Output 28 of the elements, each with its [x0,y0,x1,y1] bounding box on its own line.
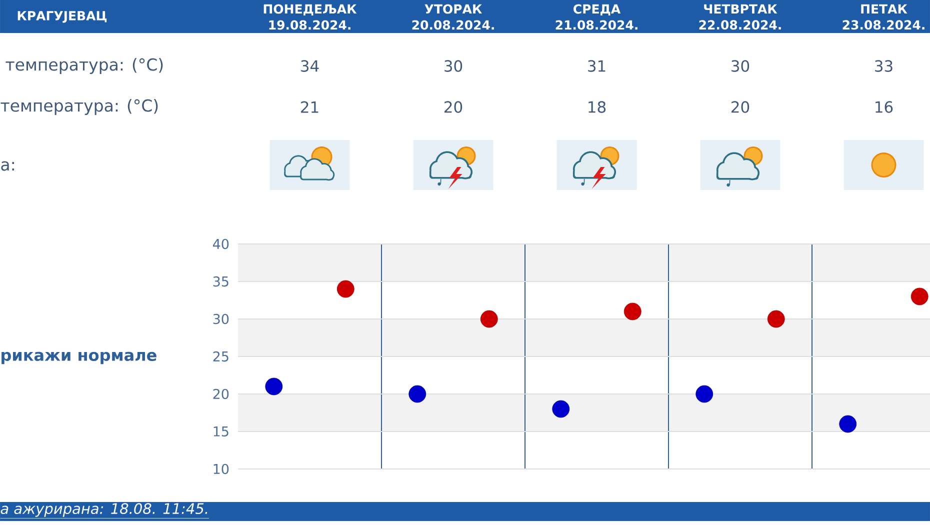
category-label: ПОНЕДЕЉАК 19.08.2024. [264,4,357,30]
category-label: СРЕДА 21.08.2024. [556,4,638,30]
y-tick-label: 40 [212,238,229,250]
data-label: 34 [301,60,319,72]
data-label: 30 [444,60,462,72]
data-label: 30 [732,60,750,72]
y-tick-label: 20 [213,388,229,400]
data-label: 33 [875,60,892,72]
category-label: УТОРАК 20.08.2024. [412,4,494,30]
data-label: 18 [588,101,606,113]
data-label: 20 [444,101,462,113]
data-label: 31 [588,60,606,72]
text: а ажурирана: 18.08. 11:45. [0,503,208,517]
text: а: [1,161,14,171]
y-tick-label: 30 [213,314,229,324]
y-tick-label: 15 [214,426,228,436]
data-label: 20 [732,101,750,113]
y-tick-label: 10 [214,464,229,474]
text: температура: (°C) [0,99,158,115]
y-tick-label: 25 [213,351,228,362]
text: рикажи нормале [2,352,156,364]
data-label: 16 [876,101,893,113]
data-label: 21 [301,101,318,113]
text: температура: (°C) [6,58,163,74]
category-label: ЧЕТВРТАК 22.08.2024. [699,4,781,30]
category-label: ПЕТАК 23.08.2024. [842,4,924,30]
text: КРАГУЈЕВАЦ [18,11,107,23]
y-tick-label: 35 [213,276,228,287]
